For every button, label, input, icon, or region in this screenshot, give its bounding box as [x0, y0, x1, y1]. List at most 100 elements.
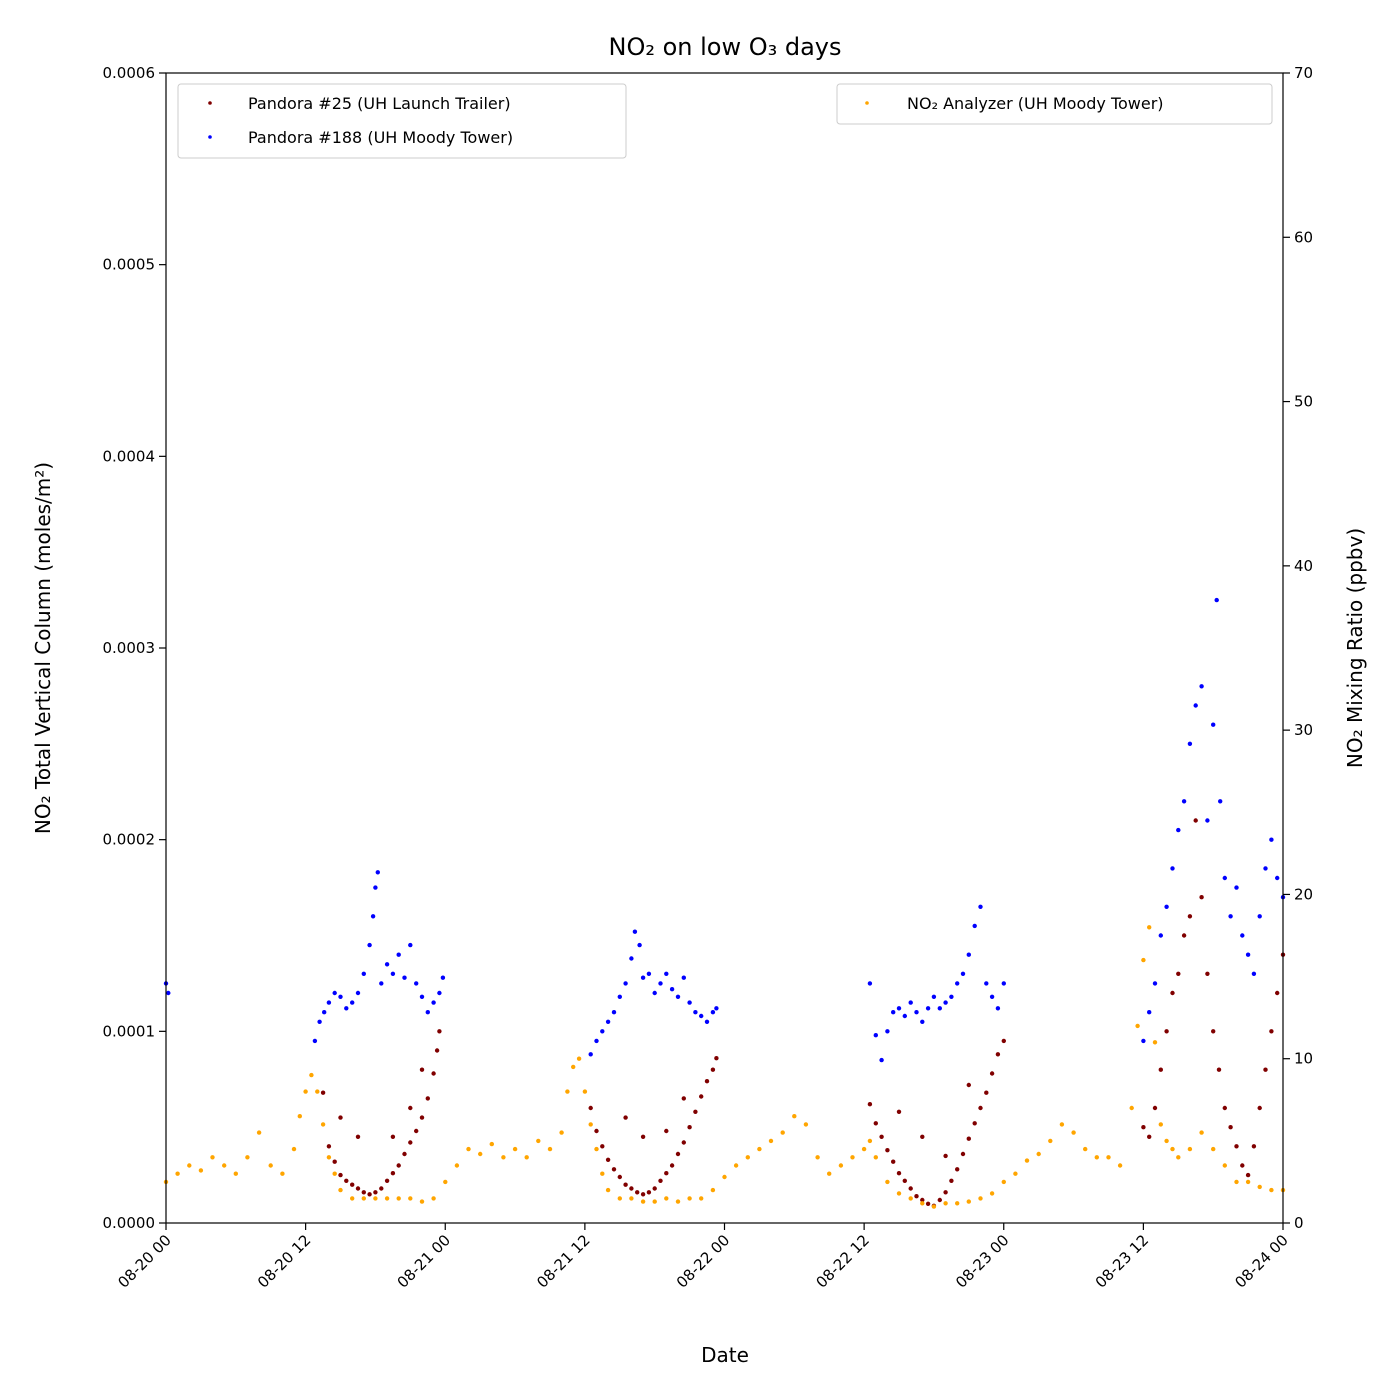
series-1-point-48 — [699, 1013, 704, 1019]
series-2-point-12 — [297, 1114, 302, 1119]
series-1-point-74 — [995, 1006, 1001, 1011]
series-2-point-76 — [943, 1201, 948, 1206]
series-1-point-24 — [425, 1010, 430, 1015]
series-2-point-59 — [757, 1146, 762, 1152]
series-1-point-21 — [408, 942, 413, 948]
series-1-point-13 — [370, 914, 376, 919]
series-1-point-38 — [640, 975, 646, 980]
series-1-point-81 — [1170, 866, 1175, 871]
series-0-point-5 — [350, 1182, 355, 1187]
series-0-point-41 — [669, 1163, 675, 1168]
series-0-point-51 — [640, 1134, 646, 1140]
legend-marker-no2-analyzer — [865, 101, 869, 105]
series-0-point-48 — [710, 1067, 716, 1072]
series-0-point-39 — [658, 1178, 663, 1184]
series-0-point-6 — [355, 1186, 361, 1191]
y-left-tick-label-3: 0.0003 — [103, 639, 156, 657]
series-2-point-44 — [594, 1146, 599, 1152]
series-2-point-106 — [1245, 1179, 1251, 1185]
series-0-point-79 — [920, 1134, 925, 1140]
series-2-point-10 — [280, 1171, 285, 1176]
series-2-point-32 — [489, 1141, 494, 1147]
series-1-point-50 — [710, 1010, 716, 1015]
series-2-point-42 — [582, 1089, 588, 1094]
series-2-point-91 — [1117, 1163, 1123, 1168]
series-1-point-60 — [914, 1010, 919, 1015]
series-2-point-46 — [605, 1187, 611, 1193]
series-1-point-95 — [1245, 952, 1251, 957]
series-1-point-75 — [1001, 981, 1006, 986]
series-1-point-83 — [1181, 799, 1187, 804]
series-0-point-94 — [1211, 1029, 1216, 1034]
series-0-point-29 — [600, 1144, 605, 1149]
series-0-point-101 — [1251, 1144, 1257, 1149]
series-1-point-85 — [1193, 703, 1198, 708]
series-2-point-100 — [1176, 1155, 1181, 1160]
series-0-point-10 — [379, 1186, 384, 1191]
series-2-point-51 — [664, 1196, 669, 1201]
y-axis-left-label: NO₂ Total Vertical Column (moles/m²) — [31, 462, 55, 834]
series-1-point-27 — [440, 975, 446, 980]
series-0-point-73 — [978, 1105, 983, 1111]
series-1 — [163, 597, 1286, 1063]
series-2-point-16 — [320, 1122, 326, 1127]
series-1-point-46 — [687, 1000, 692, 1005]
series-0-point-86 — [1164, 1029, 1169, 1034]
series-2-point-60 — [768, 1138, 774, 1144]
series-1-point-62 — [925, 1006, 931, 1011]
series-2-point-35 — [524, 1155, 529, 1160]
series-0-point-24 — [390, 1134, 396, 1140]
series-0-point-89 — [1181, 933, 1187, 938]
series-2-point-36 — [536, 1138, 541, 1144]
series-0-point-53 — [681, 1096, 686, 1101]
series-1-point-26 — [437, 990, 442, 996]
series-2 — [163, 925, 1286, 1209]
series-1-point-41 — [658, 981, 663, 986]
legend-label-pandora-25: Pandora #25 (UH Launch Trailer) — [248, 94, 511, 113]
series-1-point-57 — [896, 1006, 902, 1011]
series-0-point-17 — [419, 1115, 425, 1120]
series-1-point-45 — [681, 975, 686, 980]
series-1-point-90 — [1218, 799, 1223, 804]
series-2-point-55 — [710, 1187, 716, 1193]
series-1-point-40 — [652, 990, 657, 996]
series-0-point-38 — [652, 1186, 657, 1191]
y-left-tick-label-5: 0.0005 — [103, 256, 156, 274]
series-1-point-18 — [390, 971, 396, 976]
series-0-point-36 — [640, 1192, 646, 1197]
series-0-point-100 — [1245, 1172, 1251, 1178]
series-1-point-72 — [984, 981, 989, 986]
series-0-point-77 — [1001, 1038, 1006, 1044]
series-2-point-3 — [198, 1168, 204, 1173]
series-2-point-93 — [1135, 1023, 1140, 1029]
series-1-point-52 — [867, 981, 873, 986]
series-1-point-51 — [714, 1006, 719, 1011]
series-1-point-23 — [419, 994, 425, 999]
series-0-point-21 — [437, 1029, 442, 1034]
series-2-point-78 — [966, 1199, 971, 1204]
series-2-point-15 — [315, 1089, 320, 1094]
series-0-point-25 — [408, 1105, 413, 1111]
series-1-point-87 — [1205, 818, 1210, 823]
series-0-point-2 — [332, 1159, 337, 1164]
series-1-point-36 — [632, 929, 638, 934]
series-1-point-64 — [937, 1006, 942, 1011]
series-0-point-76 — [995, 1052, 1001, 1057]
series-2-point-39 — [565, 1089, 570, 1094]
series-1-point-61 — [920, 1019, 925, 1024]
series-2-point-73 — [908, 1196, 913, 1201]
series-2-point-14 — [309, 1072, 314, 1078]
series-2-point-77 — [955, 1201, 960, 1206]
series-0-point-60 — [902, 1178, 907, 1184]
legend-left: Pandora #25 (UH Launch Trailer) Pandora … — [177, 83, 627, 159]
data-layer — [163, 597, 1286, 1209]
series-0-point-88 — [1176, 971, 1181, 976]
series-2-point-95 — [1147, 925, 1152, 930]
series-2-point-63 — [803, 1122, 809, 1127]
series-1-point-20 — [402, 975, 407, 980]
series-2-point-23 — [384, 1196, 390, 1201]
series-2-point-94 — [1141, 957, 1146, 963]
series-0-point-35 — [635, 1190, 640, 1195]
series-1-point-79 — [1158, 933, 1164, 938]
